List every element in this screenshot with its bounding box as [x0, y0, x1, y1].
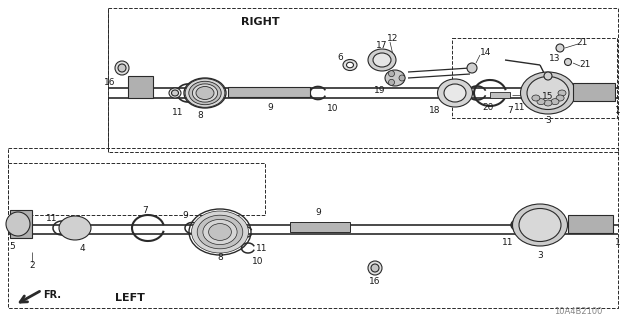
Circle shape — [388, 71, 394, 77]
Text: 6: 6 — [337, 52, 343, 61]
Text: 12: 12 — [387, 34, 399, 43]
Ellipse shape — [519, 209, 561, 242]
Bar — [573, 83, 615, 101]
Text: 11: 11 — [256, 244, 268, 252]
Text: 17: 17 — [376, 41, 388, 50]
Text: 21: 21 — [576, 37, 588, 46]
Ellipse shape — [373, 53, 391, 67]
Circle shape — [118, 64, 126, 72]
Circle shape — [544, 72, 552, 80]
Text: 11: 11 — [172, 108, 184, 116]
Ellipse shape — [346, 62, 353, 68]
Circle shape — [368, 261, 382, 275]
Ellipse shape — [196, 86, 214, 100]
Ellipse shape — [193, 84, 218, 102]
Text: 9: 9 — [182, 211, 188, 220]
Ellipse shape — [368, 49, 396, 71]
Ellipse shape — [527, 76, 569, 109]
Ellipse shape — [197, 215, 243, 249]
Text: 11: 11 — [515, 102, 525, 111]
Text: FR.: FR. — [43, 290, 61, 300]
Ellipse shape — [343, 60, 357, 70]
Text: 19: 19 — [374, 85, 386, 94]
Ellipse shape — [513, 204, 568, 246]
Circle shape — [564, 59, 572, 66]
Circle shape — [371, 264, 379, 272]
Text: 8: 8 — [217, 253, 223, 262]
Bar — [490, 92, 510, 98]
Text: 20: 20 — [483, 102, 493, 111]
Bar — [290, 222, 350, 232]
Bar — [568, 215, 613, 233]
Circle shape — [399, 75, 405, 81]
Text: 9: 9 — [315, 207, 321, 217]
Ellipse shape — [444, 84, 466, 102]
Ellipse shape — [169, 88, 181, 98]
Circle shape — [388, 79, 394, 85]
Text: 2: 2 — [29, 260, 35, 269]
Ellipse shape — [544, 100, 552, 106]
Circle shape — [6, 212, 30, 236]
Bar — [10, 210, 32, 238]
Text: 11: 11 — [502, 237, 514, 246]
Text: 7: 7 — [507, 106, 513, 115]
Text: 9: 9 — [267, 102, 273, 111]
Text: 11: 11 — [46, 213, 58, 222]
Text: 1: 1 — [615, 237, 621, 246]
Text: 4: 4 — [79, 244, 85, 252]
Text: 16: 16 — [369, 277, 381, 286]
Text: LEFT: LEFT — [115, 293, 145, 303]
Text: 16: 16 — [104, 77, 116, 86]
Ellipse shape — [556, 95, 564, 101]
Ellipse shape — [558, 90, 566, 96]
Text: 14: 14 — [480, 47, 492, 57]
Text: 3: 3 — [545, 116, 551, 124]
Ellipse shape — [59, 216, 91, 240]
Circle shape — [115, 61, 129, 75]
Ellipse shape — [203, 220, 237, 244]
Ellipse shape — [189, 81, 221, 105]
Ellipse shape — [537, 99, 545, 105]
Text: 5: 5 — [9, 242, 15, 251]
Bar — [128, 76, 153, 98]
Text: 7: 7 — [142, 205, 148, 214]
Text: 15: 15 — [542, 92, 554, 100]
Ellipse shape — [385, 70, 405, 86]
Ellipse shape — [438, 79, 472, 107]
Ellipse shape — [185, 79, 225, 107]
Ellipse shape — [209, 224, 232, 240]
Text: 3: 3 — [537, 251, 543, 260]
Text: 10: 10 — [252, 258, 264, 267]
Ellipse shape — [551, 99, 559, 105]
Text: 10A4B2100: 10A4B2100 — [554, 308, 602, 316]
Circle shape — [556, 44, 564, 52]
Text: 10: 10 — [327, 103, 339, 113]
Text: 8: 8 — [197, 110, 203, 119]
Ellipse shape — [520, 72, 575, 114]
Text: 1: 1 — [615, 106, 621, 115]
Text: RIGHT: RIGHT — [241, 17, 279, 27]
Bar — [228, 87, 310, 97]
Ellipse shape — [532, 95, 540, 101]
Ellipse shape — [172, 90, 179, 96]
Text: 18: 18 — [429, 106, 441, 115]
Circle shape — [467, 63, 477, 73]
Text: 13: 13 — [549, 53, 561, 62]
Ellipse shape — [191, 211, 248, 253]
Text: 21: 21 — [579, 60, 591, 68]
